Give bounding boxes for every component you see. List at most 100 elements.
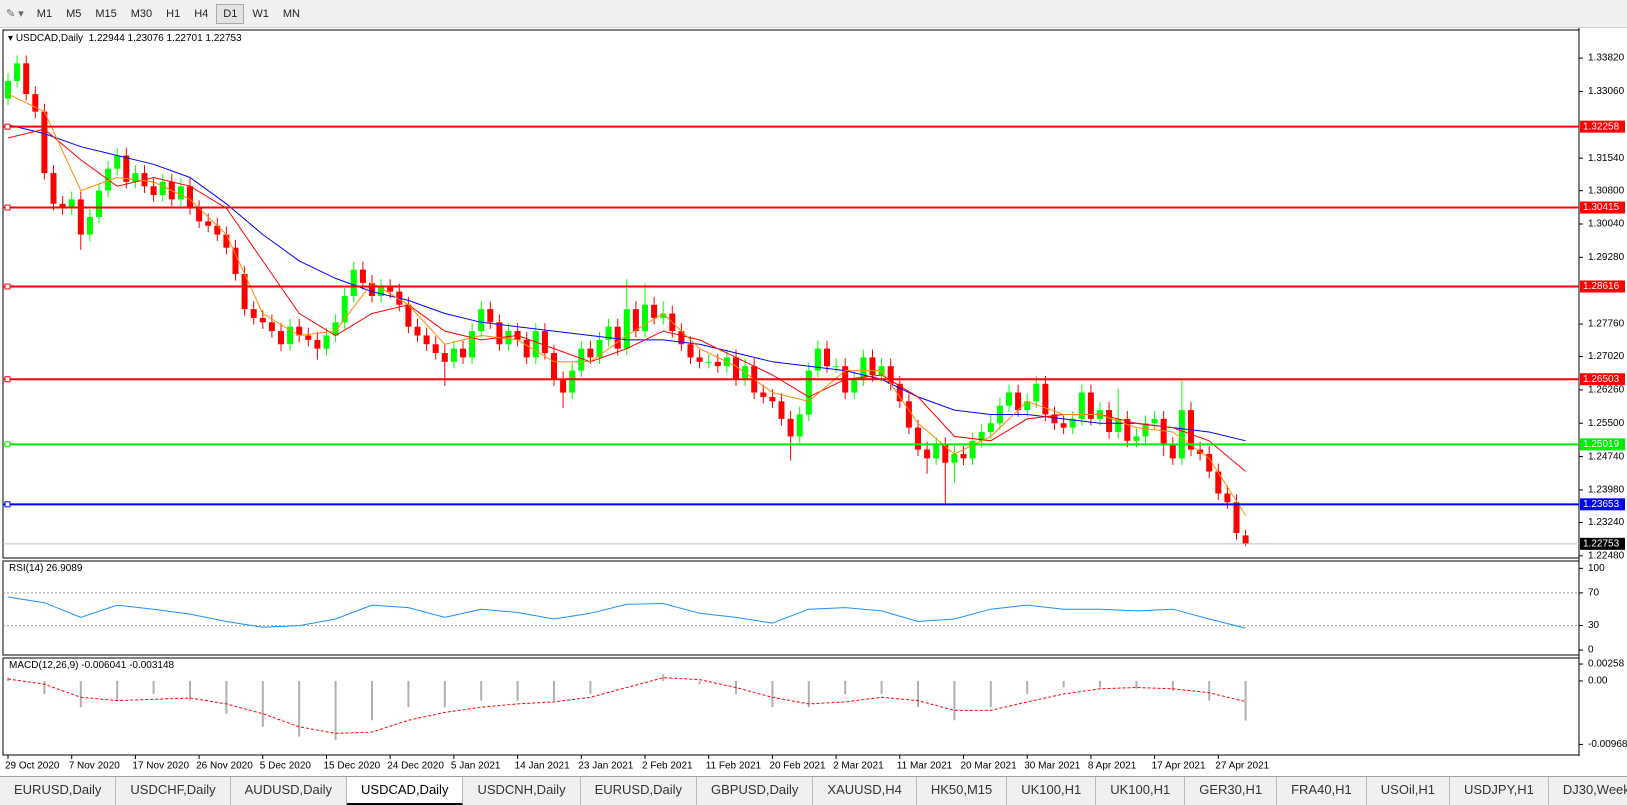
candle-body [159,181,166,196]
candle-body [1242,535,1249,544]
draw-tool-icon[interactable]: ✎ ▾ [6,8,24,20]
candle-body [41,111,48,174]
candle-body [1215,471,1222,494]
chart-tab[interactable]: GER30,H1 [1185,777,1278,805]
x-tick-label: 11 Mar 2021 [897,761,953,772]
y-tick-label: 1.30800 [1588,185,1625,196]
macd-bar [116,680,119,701]
chart-tab[interactable]: UK100,H1 [1007,777,1097,805]
level-label: 1.23653 [1583,499,1620,510]
timeframe-button[interactable]: W1 [252,7,269,20]
candle-body [678,331,685,345]
candle-body [951,453,958,463]
candle-body [651,304,658,318]
candle-body [605,326,612,340]
price-label-bg [1580,537,1625,550]
candle-body [969,440,976,459]
candle-body [1060,423,1067,428]
toolbar: ✎ ▾ M1 M5 M15 M30 H1 H4 D1 W1 MN [0,0,1627,28]
chart-tab[interactable]: FRA40,H1 [1277,777,1367,805]
candle-body [114,155,121,169]
x-tick-label: 5 Dec 2020 [260,761,312,772]
chart-tab[interactable]: UK100,H1 [1096,777,1186,805]
candle-body [1069,418,1076,428]
candle-body [341,295,348,323]
x-tick-label: 30 Mar 2021 [1024,761,1081,772]
candle-body [1115,418,1122,433]
candle-body [1006,392,1012,406]
macd-bar [261,680,264,727]
chart-tab[interactable]: EURUSD,Daily [0,777,117,805]
chart-tab[interactable]: HK50,M15 [917,777,1008,805]
macd-bar [443,680,446,708]
timeframe-button[interactable]: M1 [36,7,53,20]
macd-bar [917,680,919,708]
rsi-line [7,596,1246,629]
timeframe-button[interactable]: H4 [194,7,209,20]
chart-tab[interactable]: XAUUSD,H4 [813,777,917,805]
candle-body [1233,502,1240,533]
chart-tab[interactable]: USDCAD,Daily [347,777,464,805]
y-tick-label: 0 [1588,645,1594,656]
candle-body [487,309,494,323]
moving-average [7,124,1246,442]
candle-body [560,379,567,393]
candle-body [960,453,967,459]
close: 1.22753 [205,33,242,44]
y-tick-label: 1.29280 [1588,252,1625,263]
candle-body [642,304,648,332]
candle-body [942,445,949,463]
x-tick-label: 26 Nov 2020 [196,761,253,772]
candle-body [687,344,694,358]
timeframe-button[interactable]: H1 [166,7,181,20]
candle-body [796,414,803,437]
macd-bar [1062,680,1065,688]
panel-frame [2,29,1580,559]
x-tick-label: 20 Mar 2021 [961,761,1018,772]
candle-body [150,186,157,196]
candle-body [978,432,985,441]
level-label: 1.25019 [1583,439,1620,450]
candle-body [1051,414,1058,424]
candle-body [205,221,212,226]
chart-tab[interactable]: USDJPY,H1 [1450,777,1549,805]
timeframe-button[interactable]: MN [282,7,300,20]
chart-tab[interactable]: DJ30,Weekly [1549,777,1627,805]
x-tick-label: 11 Feb 2021 [706,761,762,772]
candle-body [32,94,39,112]
x-tick-label: 2 Mar 2021 [833,761,884,772]
level-anchor [4,283,11,290]
candle-body [915,427,921,450]
candle-body [1024,401,1031,411]
macd-bar [152,680,155,695]
candle-body [187,186,193,209]
timeframe-button[interactable]: M5 [66,7,82,20]
timeframe-button[interactable]: M15 [95,7,117,20]
chart-tab[interactable]: USDCNH,Daily [463,777,581,805]
timeframe-button[interactable]: M30 [130,7,153,20]
candle-body [833,366,840,368]
chart-header: ▾ USDCAD,Daily 1.22944 1.23076 1.22701 1… [8,33,242,44]
candle-body [1142,423,1149,437]
y-tick-label: 1.23240 [1588,517,1625,528]
candle-body [478,309,485,332]
candle-body [778,401,785,419]
candle-body [1124,418,1131,441]
candle-body [1133,436,1140,441]
candle-body [278,331,284,345]
chart-tab[interactable]: GBPUSD,Daily [697,777,814,805]
chart-tab[interactable]: EURUSD,Daily [581,777,697,805]
chart-tab[interactable]: USDCHF,Daily [116,777,231,805]
candle-body [96,190,102,217]
level-anchor [4,123,11,130]
candle-body [305,335,312,340]
chart-tab[interactable]: USOil,H1 [1367,777,1450,805]
candle-body [1151,418,1158,424]
level-label-bg [1580,201,1625,214]
chart-tab[interactable]: AUDUSD,Daily [231,777,348,805]
y-tick-label: -0.009687 [1588,739,1627,750]
candle-body [314,339,321,349]
timeframe-button[interactable]: D1 [216,3,245,24]
candle-body [387,287,394,292]
y-tick-label: 1.30040 [1588,219,1625,230]
